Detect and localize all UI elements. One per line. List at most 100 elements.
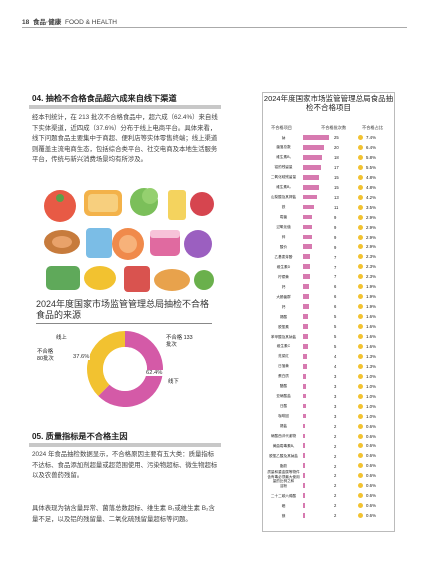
chart-share-label: 1.3% — [366, 363, 377, 369]
chart-row-label: 大肠菌群 — [276, 294, 291, 299]
chart-count-label: 9 — [334, 224, 337, 230]
chart-share-dot — [358, 204, 363, 210]
chart-share-dot — [358, 483, 363, 489]
col-head-share: 不合格占比 — [362, 125, 383, 130]
chart-count-label: 17 — [334, 165, 339, 171]
chart-count-label: 9 — [334, 244, 337, 250]
chart-share-label: 4.8% — [366, 184, 377, 190]
grape-icon — [184, 230, 212, 258]
chart-count-label: 15 — [334, 184, 339, 190]
chart-title: 2024年度国家市场监管管理总局食品抽检不合格项目 — [263, 94, 394, 112]
chart-row-label: 铁 — [281, 205, 286, 210]
chart-share-label: 2.3% — [366, 254, 377, 260]
chart-count-label: 3 — [334, 413, 337, 419]
chart-row-label: 硝酸西泮代谢物 — [270, 434, 297, 438]
chart-row: 苯甲酸及其钠盐 5 1.6% — [263, 332, 394, 342]
chart-share-dot — [358, 294, 363, 300]
section4-title: 04. 抽检不合格食品超六成来自线下渠道 — [32, 94, 177, 103]
chart-bar — [303, 244, 313, 250]
chart-row-label: 乙基麦芽酚 — [274, 254, 293, 259]
section-name: 食品·健康 — [33, 19, 62, 26]
chart-share-label: 0.6% — [366, 483, 377, 489]
chart-share-dot — [358, 194, 363, 200]
chart-count-label: 15 — [334, 174, 339, 180]
section5-body2: 具体表现为钠含量异常、菌落总数超标、维生素 B₁或维生素 B₂含量不足，以及铝的… — [32, 505, 215, 523]
chart-bar — [303, 433, 306, 439]
banana-icon — [84, 266, 116, 290]
chart-row: 黄曲霉毒素B₁ 2 0.6% — [263, 441, 394, 451]
chart-bar — [303, 164, 321, 170]
chart-count-label: 2 — [334, 443, 337, 449]
chart-bar — [303, 214, 313, 220]
chart-row: 日落黄 4 1.3% — [263, 362, 394, 372]
chart-bar — [303, 503, 306, 508]
chart-share-label: 6.4% — [366, 144, 377, 150]
chart-share-dot — [358, 383, 363, 389]
chart-bar — [303, 194, 317, 200]
bar-chart-card: 2024年度国家市场监管管理总局食品抽检不合格项目 不合格项目 不合格批次数 不… — [262, 92, 395, 532]
chart-row-label: 酸价 — [279, 244, 288, 249]
chart-row-label: 二氧化硫残留量 — [270, 175, 297, 180]
chart-row-label: 菌落总数 — [276, 145, 291, 150]
chart-count-label: 2 — [334, 463, 337, 469]
chart-row-label: 柠檬黄 — [278, 274, 289, 279]
chart-count-label: 13 — [334, 194, 339, 200]
chart-count-label: 20 — [334, 145, 339, 151]
chart-bar — [303, 363, 308, 369]
chart-share-dot — [358, 463, 363, 469]
chart-row-label: 脂肪 — [279, 463, 288, 468]
chart-row-label: 黄曲霉毒素B₁ — [272, 443, 295, 448]
chart-row: 山梨酸及其钾盐 13 4.2% — [263, 193, 394, 203]
chart-share-label: 1.0% — [366, 393, 377, 399]
donut-online-label: 线上 — [56, 335, 67, 341]
chart-share-label: 1.6% — [366, 343, 377, 349]
chart-share-label: 0.6% — [366, 493, 377, 499]
chart-row-label: 亚硝酸盐 — [276, 394, 291, 399]
chart-share-label: 1.9% — [366, 294, 377, 300]
chart-count-label: 5 — [334, 334, 337, 340]
chart-row-label: 脱氢素 — [278, 324, 289, 329]
tomato-icon — [44, 190, 76, 222]
chart-share-label: 0.6% — [366, 433, 377, 439]
fish-icon — [154, 269, 190, 291]
chart-bar — [303, 453, 306, 459]
section4-body: 经本刊统计，在 213 批次不合格食品中，超六成（62.4%）来自线下实体渠道，… — [32, 114, 218, 163]
donut-title: 2024年度国家市场监管管理总局抽检不合格食品的来源 — [36, 299, 210, 320]
header-rule — [22, 27, 407, 28]
chart-count-label: 7 — [334, 254, 337, 260]
chart-count-label: 2 — [334, 453, 337, 459]
chart-row: 锡盐 2 0.6% — [263, 422, 394, 432]
chart-share-label: 1.6% — [366, 324, 377, 330]
chart-row-label: 镁 — [281, 513, 286, 518]
chart-row: 脂肪 2 0.6% — [263, 461, 394, 471]
chart-share-dot — [358, 135, 363, 140]
section5-body1: 2024 年食品抽检数据显示，不合格原因主要有五大类：质量指标不达标、食品添加剂… — [32, 451, 218, 479]
chart-bar — [303, 274, 311, 280]
chart-share-label: 1.0% — [366, 383, 377, 389]
chart-share-label: 5.5% — [366, 164, 377, 170]
chart-share-dot — [358, 373, 363, 379]
chart-share-dot — [358, 314, 363, 320]
chart-count-label: 5 — [334, 324, 337, 330]
chart-share-label: 2.9% — [366, 244, 377, 250]
food-illustration — [44, 188, 214, 292]
section4-divider — [29, 105, 221, 109]
chart-count-label: 9 — [334, 214, 337, 220]
donut-chart-card: 2024年度国家市场监管管理总局抽检不合格食品的来源 线上 不合格 80批次 不… — [32, 297, 218, 417]
chart-share-dot — [358, 443, 363, 449]
chart-share-label: 1.6% — [366, 334, 377, 339]
chart-count-label: 3 — [334, 373, 337, 379]
chart-row: 醋酸 3 1.0% — [263, 382, 394, 392]
cheese-icon — [168, 190, 186, 220]
chart-row: 霉菌 9 2.9% — [263, 213, 394, 223]
apple-icon — [190, 192, 214, 216]
chart-share-dot — [358, 214, 363, 220]
chart-count-label: 25 — [334, 135, 339, 141]
chart-row-label: 锌 — [281, 235, 286, 239]
chart-bar — [303, 144, 324, 150]
drink-icon — [124, 266, 150, 292]
chart-share-label: 4.2% — [366, 194, 377, 200]
chart-count-label: 6 — [334, 294, 337, 300]
chart-share-label: 7.4% — [366, 135, 377, 140]
chart-row: 过氧化值 9 2.9% — [263, 223, 394, 233]
